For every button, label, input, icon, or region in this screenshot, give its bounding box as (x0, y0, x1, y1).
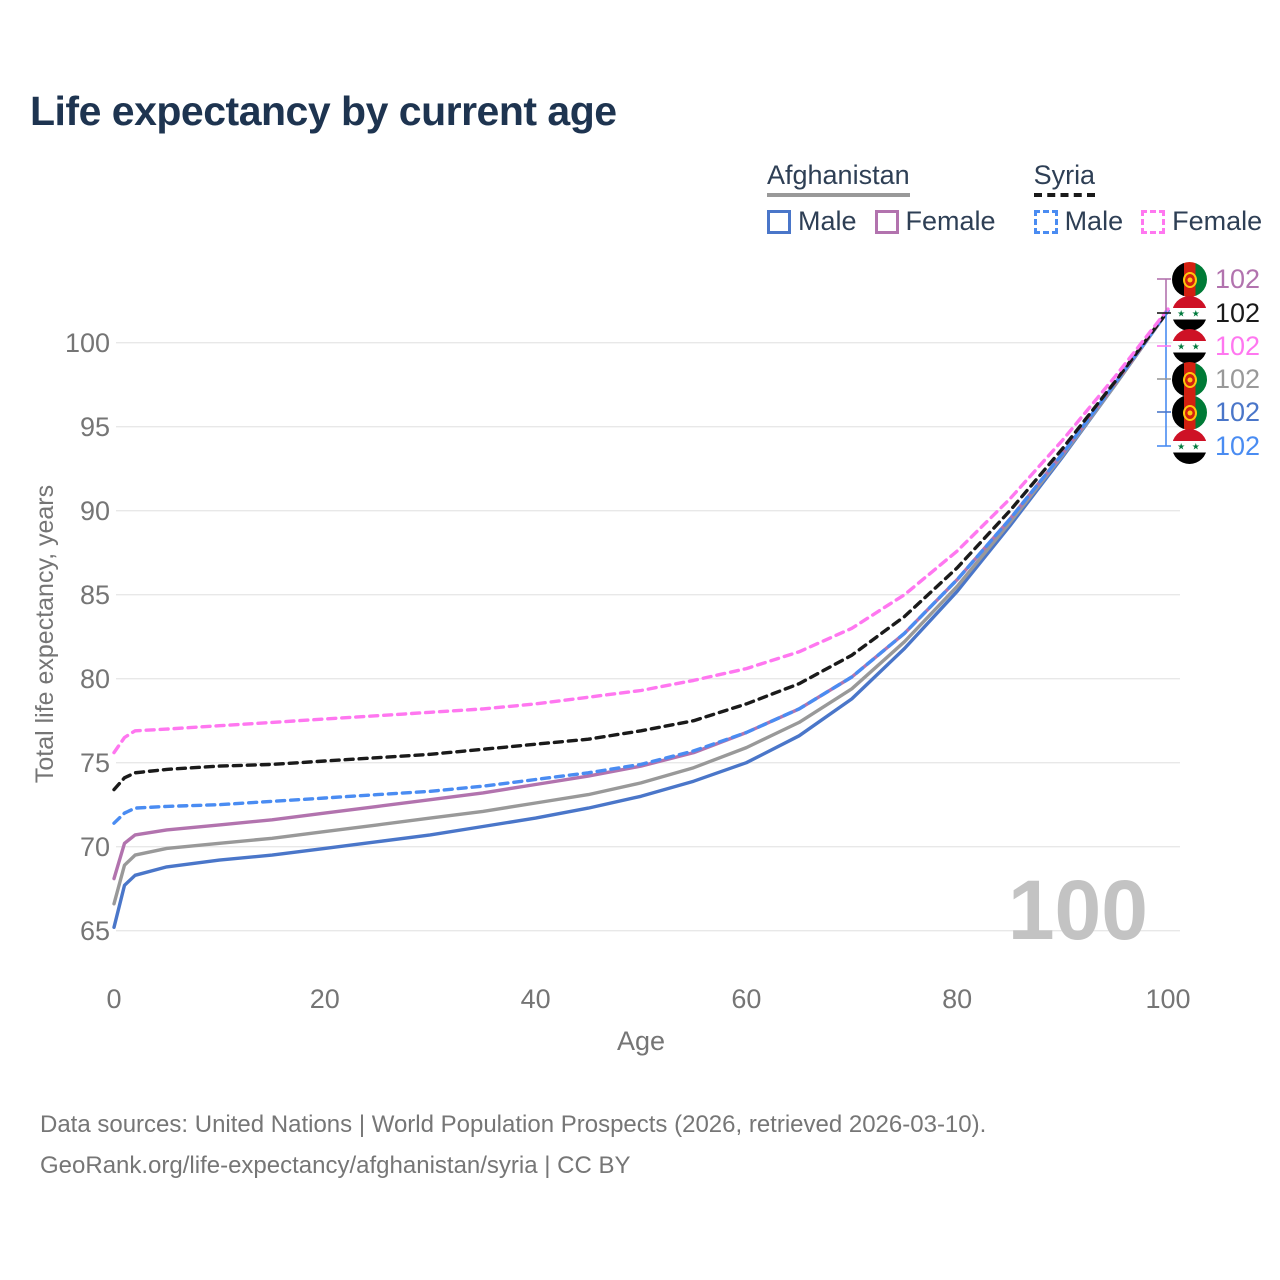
data-sources-line: Data sources: United Nations | World Pop… (40, 1111, 987, 1138)
legend-country-label-afghanistan[interactable]: Afghanistan (767, 160, 910, 197)
series-line-syria-female[interactable] (112, 307, 1170, 755)
y-axis-title: Total life expectancy, years (31, 484, 59, 784)
y-tick-label: 70 (79, 831, 110, 862)
series-line-afghanistan-male[interactable] (112, 309, 1170, 929)
end-label-row: 102 (1172, 329, 1260, 364)
x-tick-label: 40 (520, 984, 551, 1014)
end-label-row: 102 (1172, 262, 1260, 297)
legend-swatch-icon (1141, 209, 1166, 234)
afghanistan-flag-icon (1172, 362, 1207, 397)
series-line-syria-both[interactable] (112, 309, 1170, 792)
end-label-row: 102 (1172, 296, 1260, 331)
legend-group-afghanistan: Afghanistan Male Female (767, 160, 996, 237)
end-value-label: 102 (1215, 397, 1261, 427)
legend-swatch-icon (874, 209, 899, 234)
end-value-label: 102 (1215, 298, 1261, 328)
x-tick-label: 60 (731, 984, 762, 1014)
series-line-syria-male[interactable] (112, 309, 1170, 825)
hover-age-watermark: 100 (1007, 863, 1148, 957)
syria-flag-icon (1172, 296, 1207, 331)
legend-item-syria-male[interactable]: Male (1033, 206, 1124, 237)
end-value-label: 102 (1215, 264, 1261, 294)
x-tick-label: 80 (942, 984, 973, 1014)
legend-items: Male Female (1033, 206, 1262, 237)
series-line-afghanistan-both[interactable] (112, 309, 1170, 906)
y-tick-label: 65 (79, 915, 110, 946)
x-tick-label: 0 (106, 984, 122, 1014)
syria-flag-icon (1172, 429, 1207, 464)
y-tick-label: 80 (79, 663, 110, 694)
legend: Afghanistan Male Female Syria Male Female (767, 160, 1262, 237)
page-title: Life expectancy by current age (30, 88, 617, 134)
legend-country-label-syria[interactable]: Syria (1033, 160, 1096, 197)
legend-item-afghanistan-male[interactable]: Male (767, 206, 857, 237)
legend-swatch-icon (1033, 209, 1058, 234)
y-tick-label: 90 (79, 495, 110, 526)
legend-item-label: Female (905, 206, 996, 236)
y-tick-label: 85 (79, 579, 110, 610)
legend-item-label: Female (1172, 206, 1263, 236)
y-tick-label: 95 (79, 411, 110, 442)
end-label-row: 102 (1172, 362, 1260, 397)
x-axis-title: Age (616, 1026, 666, 1056)
x-tick-label: 100 (1145, 984, 1191, 1014)
series-line-afghanistan-female[interactable] (112, 309, 1170, 881)
legend-swatch-icon (767, 209, 791, 234)
afghanistan-flag-icon (1172, 395, 1207, 430)
y-tick-label: 75 (79, 747, 110, 778)
end-value-label: 102 (1215, 431, 1261, 461)
end-label-row: 102 (1172, 395, 1260, 430)
end-value-label: 102 (1215, 331, 1261, 361)
afghanistan-flag-icon (1172, 262, 1207, 297)
attribution-line: GeoRank.org/life-expectancy/afghanistan/… (40, 1152, 631, 1179)
end-label-row: 102 (1172, 429, 1260, 464)
legend-item-afghanistan-female[interactable]: Female (874, 206, 996, 237)
syria-flag-icon (1172, 329, 1207, 364)
x-tick-label: 20 (309, 984, 340, 1014)
legend-items: Male Female (767, 206, 996, 237)
legend-item-label: Male (798, 206, 857, 236)
y-tick-label: 100 (64, 327, 110, 358)
footer: Data sources: United Nations | World Pop… (40, 1104, 986, 1186)
legend-item-syria-female[interactable]: Female (1141, 206, 1262, 237)
legend-group-syria: Syria Male Female (1033, 160, 1262, 237)
legend-item-label: Male (1064, 206, 1124, 236)
end-value-label: 102 (1215, 364, 1261, 394)
